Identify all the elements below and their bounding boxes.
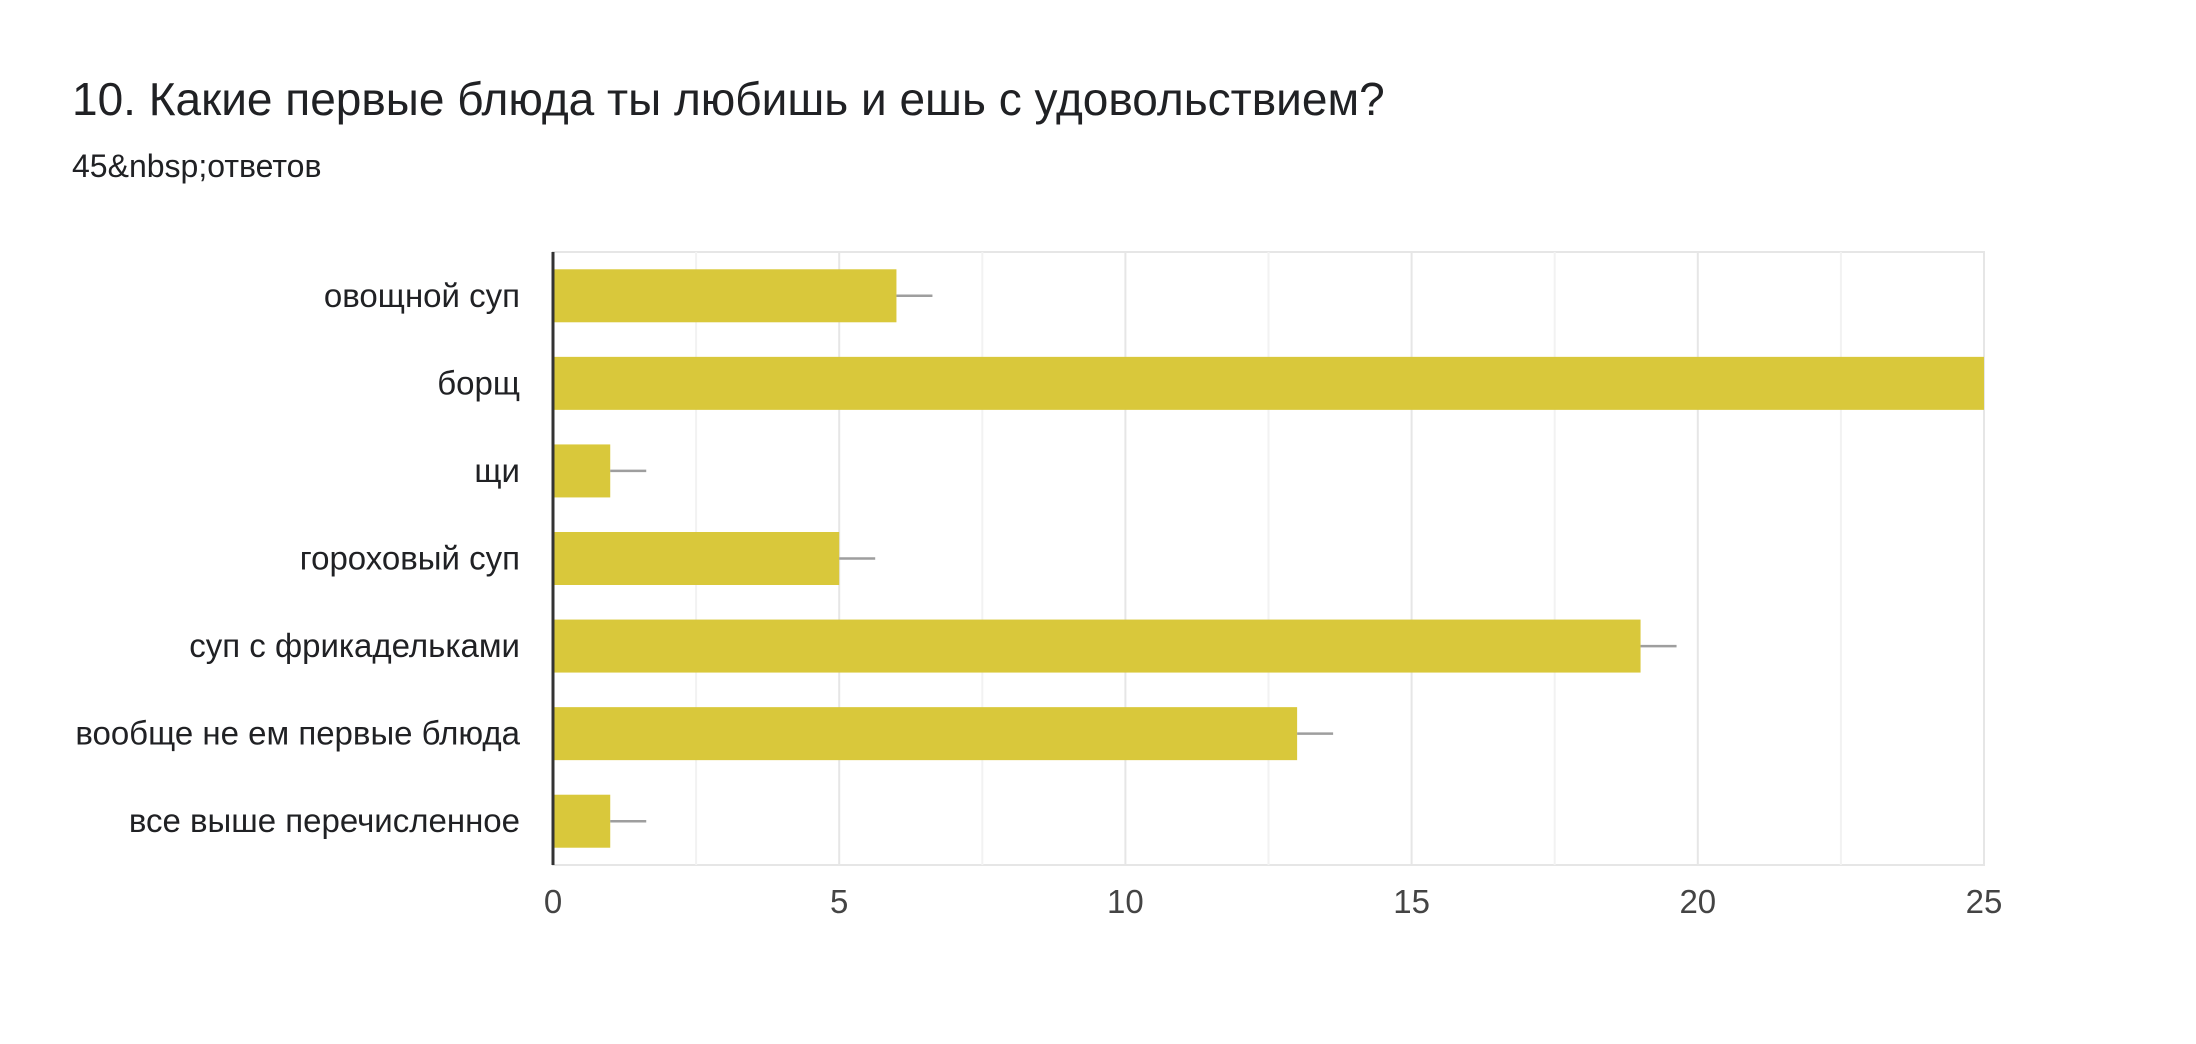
- x-tick-label: 25: [1966, 883, 2003, 920]
- category-label: гороховый суп: [300, 540, 520, 577]
- category-label: все выше перечисленное: [129, 802, 520, 839]
- x-tick-label: 0: [544, 883, 562, 920]
- bar: [553, 444, 611, 498]
- x-tick-label: 20: [1679, 883, 1716, 920]
- x-tick-label: 10: [1107, 883, 1144, 920]
- response-count: 45&nbsp;ответов: [72, 148, 322, 184]
- bar: [553, 356, 1984, 410]
- bar: [553, 794, 611, 848]
- bar: [553, 707, 1298, 761]
- bar: [553, 619, 1641, 673]
- bar: [553, 532, 840, 585]
- category-label: вообще не ем первые блюда: [75, 715, 520, 752]
- category-label: суп с фрикадельками: [189, 627, 520, 664]
- x-tick-label: 15: [1393, 883, 1430, 920]
- x-tick-label: 5: [830, 883, 848, 920]
- category-label: овощной суп: [324, 277, 520, 314]
- bar: [553, 269, 897, 323]
- category-label: борщ: [437, 364, 520, 401]
- category-label: щи: [474, 452, 520, 489]
- question-title: 10. Какие первые блюда ты любишь и ешь с…: [72, 73, 1385, 125]
